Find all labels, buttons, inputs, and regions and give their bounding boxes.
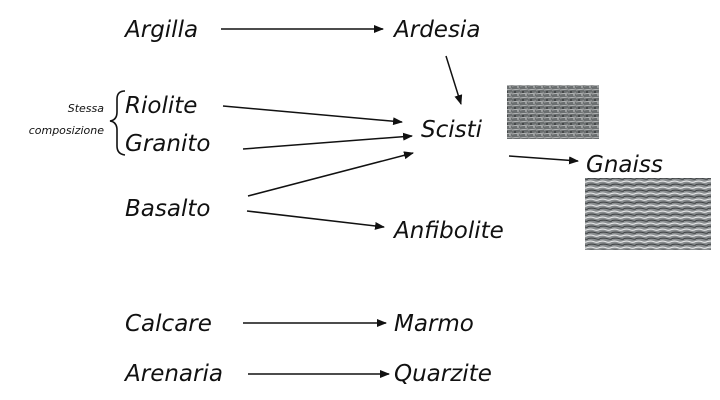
arrow-ardesia-scisti	[445, 55, 463, 105]
arrow-basalto-scisti	[247, 151, 414, 197]
arrow-granito-scisti	[242, 132, 413, 150]
rock-riolite: Riolite	[125, 93, 197, 119]
arrow-scisti-gnaiss	[508, 155, 579, 165]
rock-calcare: Calcare	[125, 311, 212, 337]
rock-arenaria: Arenaria	[123, 361, 223, 387]
schist-rock-photo	[507, 85, 599, 139]
rock-marmo: Marmo	[394, 311, 474, 337]
arrow-basalto-anfibolite	[246, 210, 385, 230]
rock-quarzite: Quarzite	[394, 361, 492, 387]
composition-brace	[109, 90, 126, 156]
rock-basalto: Basalto	[125, 196, 210, 222]
rock-gnaiss: Gnaiss	[586, 152, 663, 178]
rock-scisti: Scisti	[421, 117, 483, 143]
rock-granito: Granito	[125, 131, 210, 157]
gneiss-rock-photo	[585, 178, 711, 250]
note-line-2: composizione	[29, 124, 105, 137]
rock-anfibolite: Anfibolite	[392, 218, 504, 244]
rock-ardesia: Ardesia	[392, 17, 480, 43]
note-line-1: Stessa	[68, 102, 105, 115]
arrow-riolite-scisti	[222, 105, 403, 126]
rock-argilla: Argilla	[123, 17, 198, 43]
